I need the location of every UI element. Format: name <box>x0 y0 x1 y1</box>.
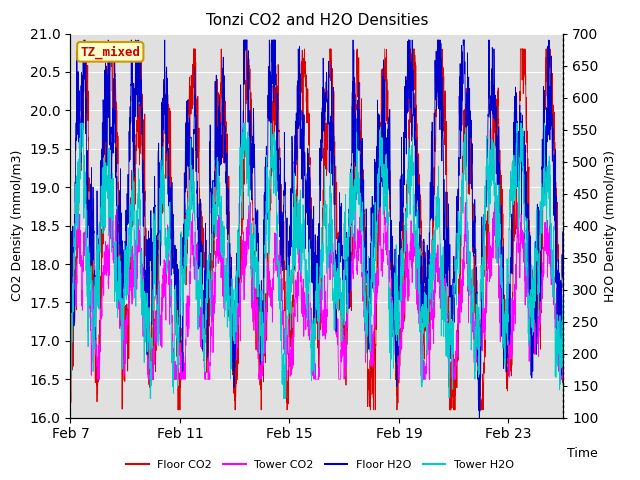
Floor H2O <box>246 125 253 131</box>
X-axis label: Time: Time <box>567 447 598 460</box>
Floor CO2 <box>174 407 182 413</box>
Tower H2O <box>176 312 184 318</box>
Floor H2O <box>115 203 122 208</box>
Tower H2O <box>559 338 567 344</box>
Tower CO2 <box>246 227 253 233</box>
Floor H2O <box>176 301 184 307</box>
Floor CO2 <box>559 367 567 373</box>
Floor CO2 <box>176 407 184 413</box>
Tower CO2 <box>115 280 122 286</box>
Y-axis label: CO2 Density (mmol/m3): CO2 Density (mmol/m3) <box>12 150 24 301</box>
Tower CO2 <box>332 326 340 332</box>
Floor H2O <box>332 329 340 335</box>
Floor CO2 <box>144 354 152 360</box>
Floor H2O <box>476 415 483 420</box>
Floor CO2 <box>115 179 122 185</box>
Floor H2O <box>496 255 504 261</box>
Tower CO2 <box>74 200 82 205</box>
Tower CO2 <box>145 375 152 381</box>
Floor CO2 <box>67 402 74 408</box>
Title: Tonzi CO2 and H2O Densities: Tonzi CO2 and H2O Densities <box>205 13 428 28</box>
Floor H2O <box>559 255 567 261</box>
Floor CO2 <box>246 85 253 91</box>
Tower H2O <box>144 309 152 314</box>
Tower CO2 <box>559 352 567 358</box>
Floor CO2 <box>332 236 340 242</box>
Floor CO2 <box>80 46 88 52</box>
Floor CO2 <box>496 147 504 153</box>
Line: Floor H2O: Floor H2O <box>70 40 563 418</box>
Y-axis label: H2O Density (mmol/m3): H2O Density (mmol/m3) <box>604 150 617 301</box>
Tower H2O <box>76 120 84 126</box>
Tower H2O <box>246 206 253 212</box>
Tower H2O <box>496 225 504 231</box>
Tower H2O <box>115 254 122 260</box>
Tower H2O <box>332 284 340 289</box>
Legend: Floor CO2, Tower CO2, Floor H2O, Tower H2O: Floor CO2, Tower CO2, Floor H2O, Tower H… <box>122 456 518 474</box>
Tower H2O <box>147 396 154 401</box>
Text: TZ_mixed: TZ_mixed <box>80 45 140 59</box>
Tower CO2 <box>67 302 74 308</box>
Tower CO2 <box>93 376 101 382</box>
Floor H2O <box>80 37 88 43</box>
Tower CO2 <box>496 295 504 300</box>
Floor H2O <box>67 269 74 275</box>
Line: Floor CO2: Floor CO2 <box>70 49 563 410</box>
Floor H2O <box>144 322 152 328</box>
Tower H2O <box>67 368 74 373</box>
Line: Tower CO2: Tower CO2 <box>70 203 563 379</box>
Tower CO2 <box>176 353 184 359</box>
Line: Tower H2O: Tower H2O <box>70 123 563 398</box>
